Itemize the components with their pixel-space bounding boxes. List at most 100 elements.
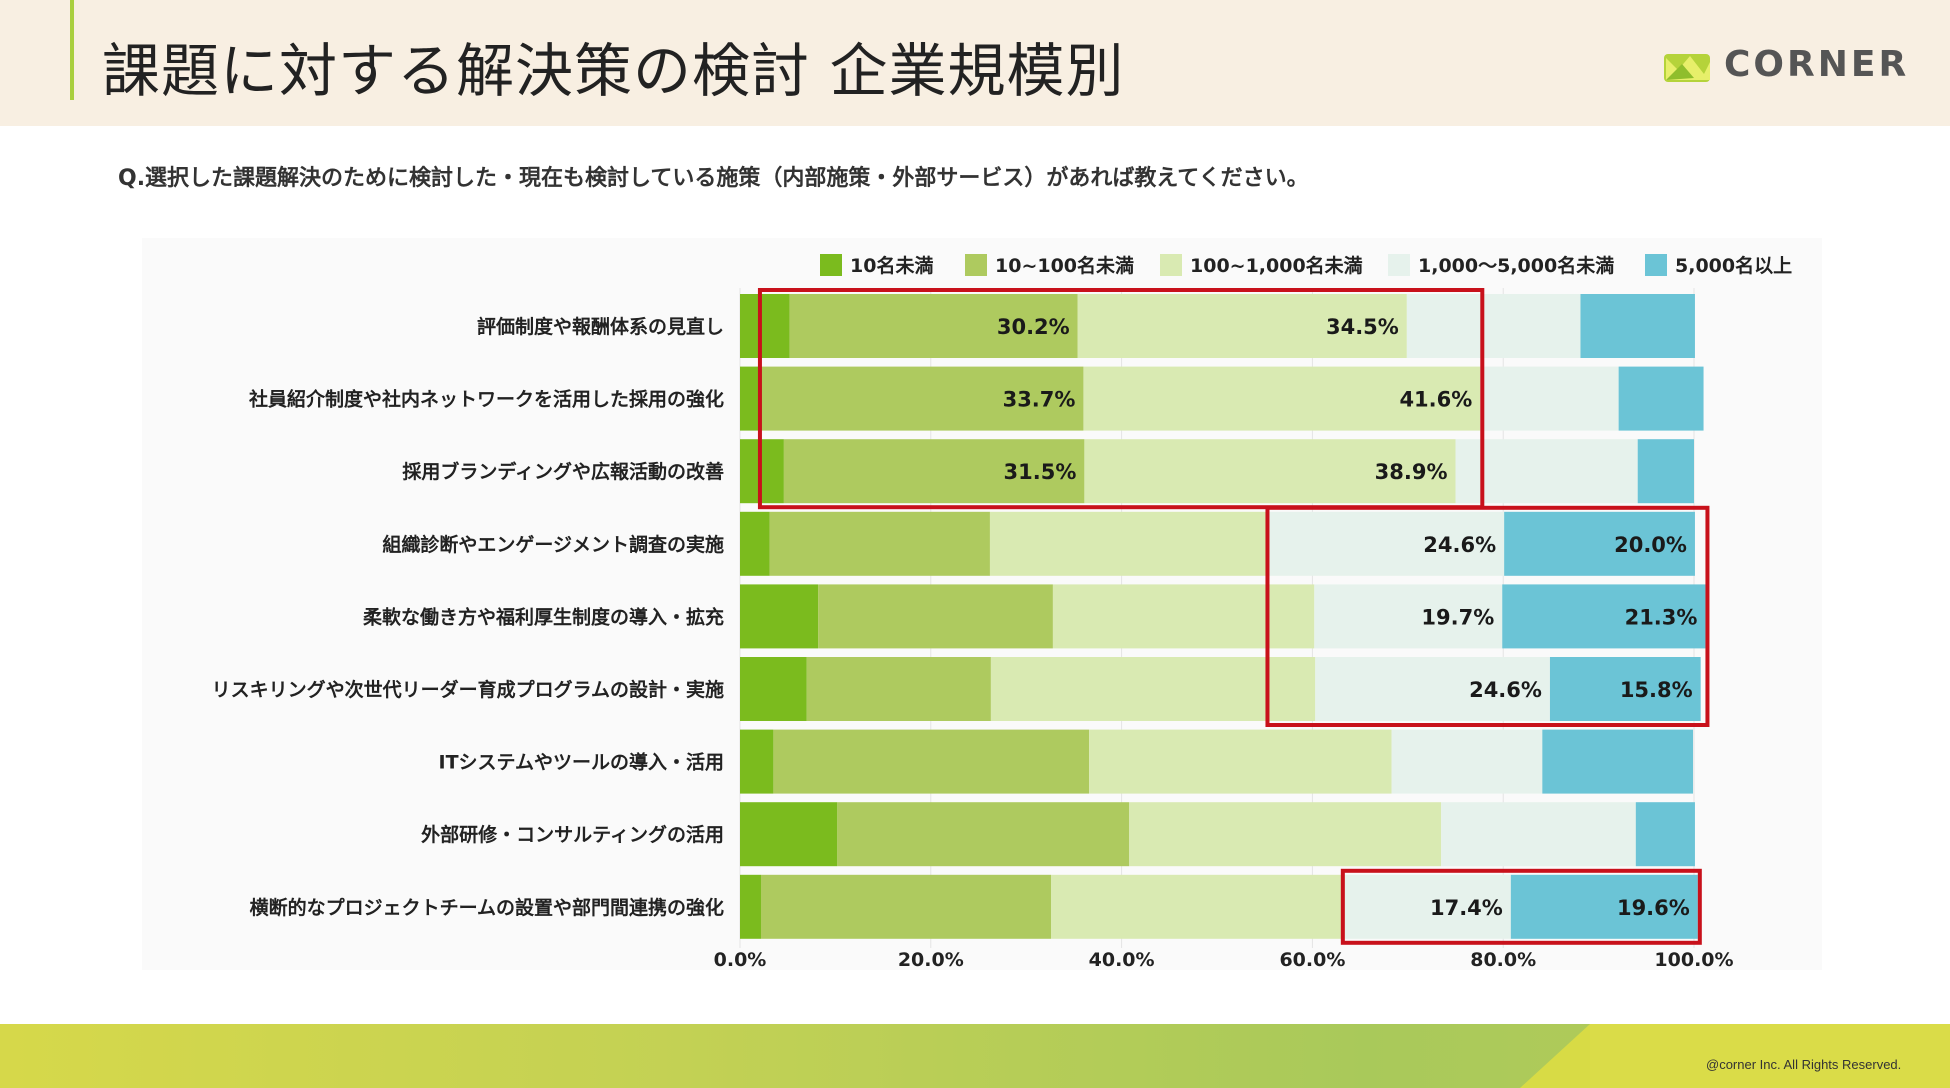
category-label: 社員紹介制度や社内ネットワークを活用した採用の強化 (248, 388, 724, 411)
legend-item: 1,000〜5,000名未満 (1388, 254, 1614, 277)
x-tick-label: 40.0% (1089, 949, 1155, 971)
bar-segment (1269, 511, 1505, 576)
bar-segment (740, 294, 790, 358)
category-label: ITシステムやツールの導入・活用 (439, 751, 724, 774)
bar-segment (990, 657, 1316, 721)
category-label: 採用ブランディングや広報活動の改善 (402, 460, 724, 483)
bar-segment (789, 294, 1078, 358)
data-label: 15.8% (1620, 678, 1693, 702)
bar-segment (1314, 584, 1503, 649)
category-label: 柔軟な働き方や福利厚生制度の導入・拡充 (363, 605, 724, 628)
bar-segment (1391, 729, 1543, 794)
x-tick-label: 20.0% (898, 949, 964, 971)
bar-segment (1510, 874, 1698, 939)
bar-segment (1083, 366, 1481, 431)
bar-segment (1129, 802, 1442, 867)
category-labels: 評価制度や報酬体系の見直し社員紹介制度や社内ネットワークを活用した採用の強化採用… (212, 315, 724, 919)
bar-segment (783, 439, 1085, 504)
bar-segment (1580, 294, 1695, 358)
data-label: 31.5% (1004, 460, 1077, 484)
category-label: 評価制度や報酬体系の見直し (477, 315, 724, 338)
x-tick-label: 60.0% (1279, 949, 1345, 971)
data-label: 24.6% (1469, 678, 1542, 702)
chart-bars (740, 294, 1706, 939)
legend-item: 5,000名以上 (1645, 254, 1792, 277)
footer-stripe (1520, 1024, 1590, 1088)
legend-swatch (1160, 254, 1182, 276)
legend-swatch (1388, 254, 1410, 276)
data-label: 41.6% (1399, 388, 1472, 412)
legend-swatch (820, 254, 842, 276)
data-label: 17.4% (1430, 896, 1503, 920)
bar-segment (806, 657, 991, 721)
data-label: 20.0% (1614, 533, 1687, 557)
bar-segment (769, 511, 990, 576)
bar-segment (1344, 874, 1511, 939)
bar-segment (773, 729, 1090, 794)
highlight-box (1265, 505, 1710, 727)
data-label: 30.2% (997, 315, 1070, 339)
legend-item: 10名未満 (820, 254, 933, 277)
stacked-bar-chart: 10名未満 10~100名未満 100~1,000名未満 1,000〜5,000名未満… (212, 254, 1792, 971)
bar-segment (1051, 874, 1345, 939)
highlight-box (757, 288, 1485, 510)
survey-question: Q.選択した課題解決のために検討した・現在も検討している施策（内部施策・外部サー… (118, 166, 1309, 191)
bar-segment (740, 802, 838, 867)
chart-legend: 10名未満 10~100名未満 100~1,000名未満 1,000〜5,000名未満… (820, 254, 1792, 277)
data-label: 34.5% (1326, 315, 1399, 339)
data-label: 21.3% (1625, 605, 1698, 629)
x-tick-label: 100.0% (1654, 949, 1733, 971)
data-label: 33.7% (1003, 388, 1076, 412)
legend-label: 1,000〜5,000名未満 (1418, 254, 1614, 277)
x-tick-label: 0.0% (714, 949, 767, 971)
bar-segment (1480, 366, 1619, 431)
bar-segment (1502, 584, 1706, 649)
bar-segment (1504, 511, 1695, 576)
highlight-box (1340, 868, 1702, 945)
bar-segment (740, 729, 774, 794)
data-labels: 30.2% 34.5% 33.7% 41.6% 31.5% 38.9% 24.6% 20.0%… (997, 315, 1698, 920)
category-label: 組織診断やエンゲージメント調査の実施 (382, 533, 724, 556)
bar-segment (740, 874, 761, 939)
category-label: リスキリングや次世代リーダー育成プログラムの設計・実施 (212, 678, 724, 701)
category-label: 横断的なプロジェクトチームの設置や部門間連携の強化 (250, 896, 724, 919)
bar-segment (989, 511, 1270, 576)
bar-segment (740, 511, 770, 576)
highlight-boxes (757, 288, 1710, 945)
header-band (0, 0, 1950, 126)
x-tick-label: 80.0% (1470, 949, 1536, 971)
bar-segment (1441, 802, 1636, 867)
bar-segment (1542, 729, 1694, 794)
logo-text: CORNER (1724, 44, 1910, 85)
legend-label: 10名未満 (850, 254, 933, 277)
bar-segment (837, 802, 1130, 867)
bar-segment (1635, 802, 1695, 867)
category-label: 外部研修・コンサルティングの活用 (421, 823, 724, 846)
header-accent-bar (70, 0, 74, 100)
page-title: 課題に対する解決策の検討 企業規模別 (102, 37, 1125, 105)
legend-swatch (1645, 254, 1667, 276)
bar-segment (1315, 657, 1550, 721)
bar-segment (1406, 294, 1581, 358)
bar-segment (761, 366, 1084, 431)
corner-logo-icon (1664, 54, 1710, 82)
copyright-text: @corner Inc. All Rights Reserved. (1706, 1057, 1902, 1072)
data-label: 38.9% (1375, 460, 1448, 484)
bar-segment (818, 584, 1053, 649)
legend-item: 10~100名未満 (965, 254, 1134, 277)
data-label: 19.7% (1421, 605, 1494, 629)
bar-segment (1089, 729, 1392, 794)
data-label: 24.6% (1423, 533, 1496, 557)
bar-segment (1549, 657, 1701, 721)
bar-segment (1052, 584, 1315, 649)
legend-label: 100~1,000名未満 (1190, 254, 1363, 277)
legend-item: 100~1,000名未満 (1160, 254, 1363, 277)
bar-segment (740, 584, 819, 649)
bar-segment (1455, 439, 1638, 504)
bar-segment (1077, 294, 1407, 358)
footer-stripe-right (1590, 1024, 1950, 1088)
bar-segment (1084, 439, 1456, 504)
legend-label: 5,000名以上 (1675, 254, 1792, 277)
legend-label: 10~100名未満 (995, 254, 1134, 277)
bar-segment (1637, 439, 1694, 504)
